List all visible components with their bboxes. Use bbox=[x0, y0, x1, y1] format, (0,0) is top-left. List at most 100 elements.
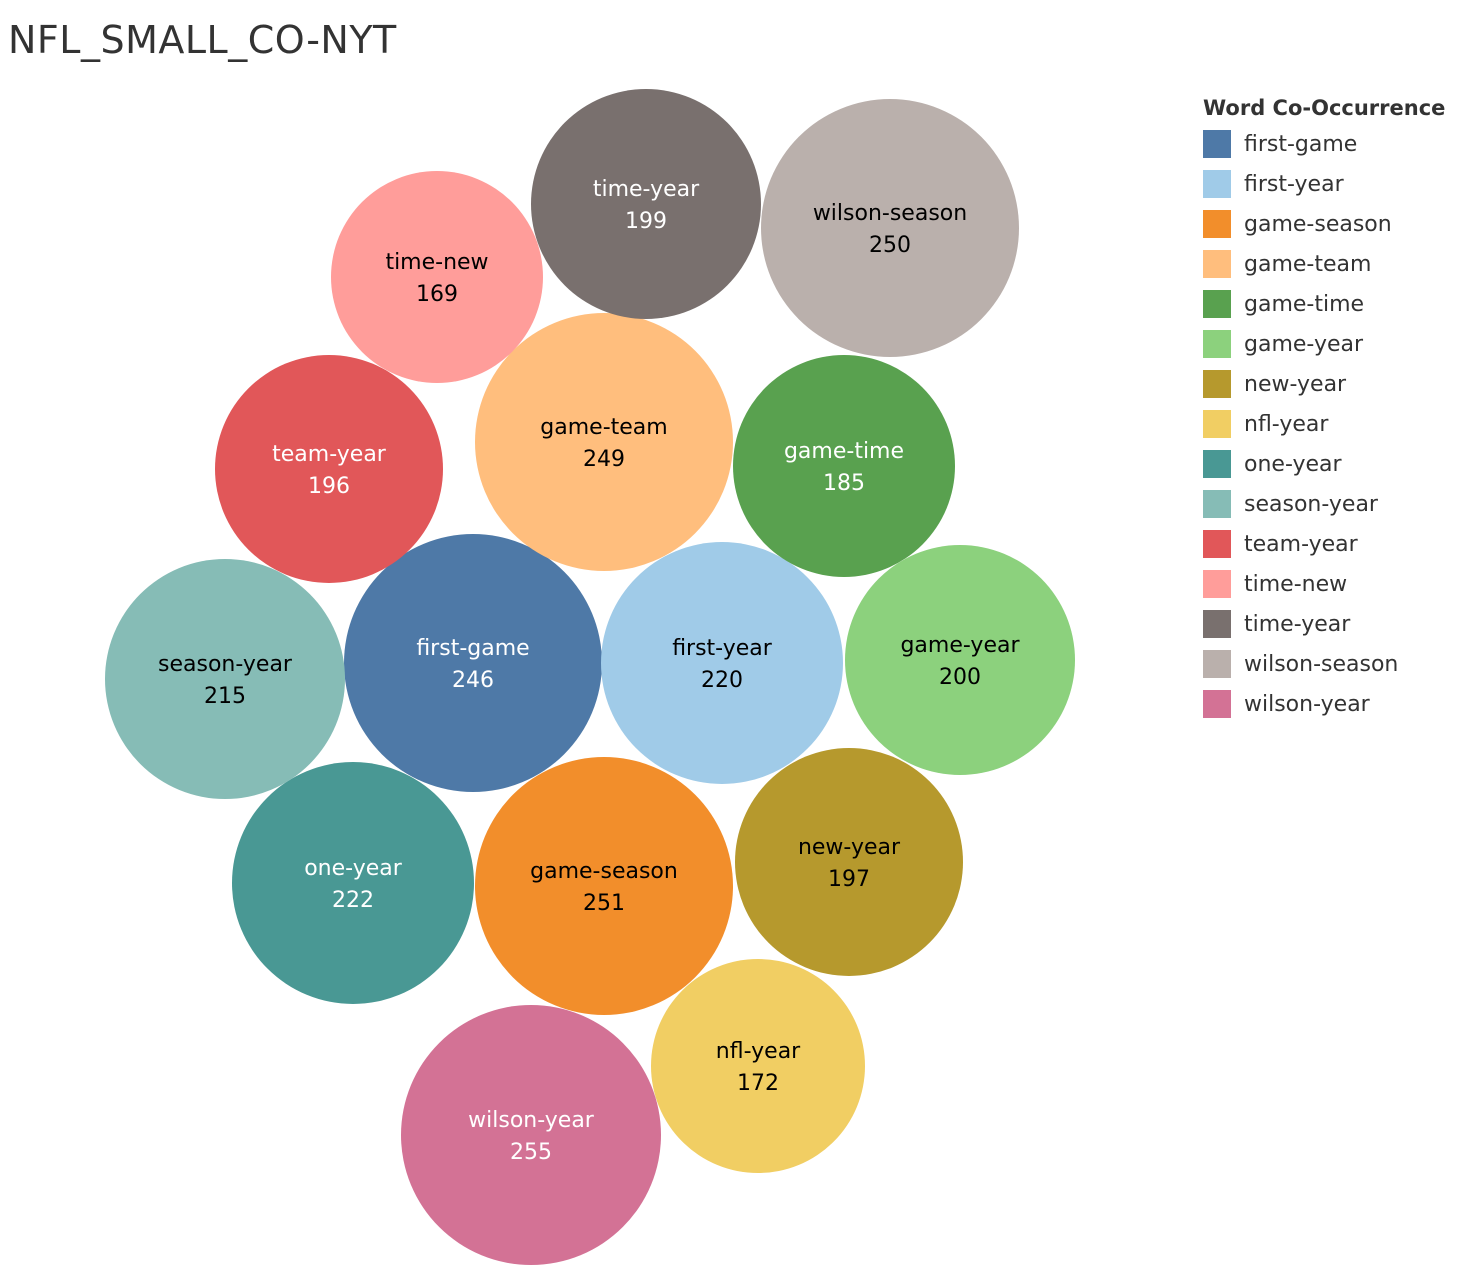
legend-item-first-year[interactable]: first-year bbox=[1203, 164, 1473, 204]
legend-label: team-year bbox=[1244, 531, 1358, 557]
bubble-name-label: wilson-season bbox=[813, 201, 967, 226]
bubble-circle[interactable] bbox=[232, 762, 474, 1004]
bubble-value-label: 250 bbox=[869, 233, 911, 258]
bubble-name-label: team-year bbox=[272, 442, 387, 467]
bubble-first-year[interactable]: first-year 220 bbox=[601, 542, 843, 784]
bubble-circle[interactable] bbox=[475, 313, 733, 571]
bubble-circle[interactable] bbox=[215, 355, 443, 583]
legend-swatch bbox=[1203, 210, 1231, 238]
bubble-circle[interactable] bbox=[401, 1005, 661, 1265]
legend-label: game-team bbox=[1244, 251, 1372, 277]
legend-items: first-game first-year game-season game-team… bbox=[1203, 124, 1473, 724]
legend-swatch bbox=[1203, 330, 1231, 358]
legend-label: season-year bbox=[1244, 491, 1378, 517]
bubble-name-label: first-game bbox=[416, 636, 529, 661]
legend-swatch bbox=[1203, 370, 1231, 398]
bubble-circle[interactable] bbox=[601, 542, 843, 784]
legend-item-new-year[interactable]: new-year bbox=[1203, 364, 1473, 404]
bubble-game-year[interactable]: game-year 200 bbox=[845, 545, 1075, 775]
legend-swatch bbox=[1203, 410, 1231, 438]
bubble-value-label: 196 bbox=[308, 474, 350, 499]
bubble-name-label: time-new bbox=[385, 250, 488, 275]
bubble-circle[interactable] bbox=[105, 559, 345, 799]
bubble-name-label: game-year bbox=[900, 633, 1020, 658]
legend-label: time-new bbox=[1244, 571, 1348, 597]
bubble-first-game[interactable]: first-game 246 bbox=[344, 534, 602, 792]
legend-item-game-time[interactable]: game-time bbox=[1203, 284, 1473, 324]
bubble-value-label: 222 bbox=[332, 888, 374, 913]
bubble-wilson-year[interactable]: wilson-year 255 bbox=[401, 1005, 661, 1265]
legend-item-time-year[interactable]: time-year bbox=[1203, 604, 1473, 644]
bubble-circle[interactable] bbox=[531, 89, 761, 319]
bubble-name-label: new-year bbox=[798, 835, 901, 860]
bubble-new-year[interactable]: new-year 197 bbox=[735, 748, 963, 976]
legend-label: one-year bbox=[1244, 451, 1342, 477]
bubble-circle[interactable] bbox=[735, 748, 963, 976]
legend-item-game-season[interactable]: game-season bbox=[1203, 204, 1473, 244]
legend-swatch bbox=[1203, 170, 1231, 198]
legend-item-team-year[interactable]: team-year bbox=[1203, 524, 1473, 564]
legend-label: first-year bbox=[1244, 171, 1344, 197]
legend-label: game-time bbox=[1244, 291, 1365, 317]
bubble-value-label: 249 bbox=[583, 447, 625, 472]
bubble-circle[interactable] bbox=[733, 355, 955, 577]
bubble-value-label: 246 bbox=[452, 668, 494, 693]
bubble-chart: first-game 246 first-year 220 game-season 251… bbox=[105, 89, 1075, 1265]
legend-item-one-year[interactable]: one-year bbox=[1203, 444, 1473, 484]
legend-swatch bbox=[1203, 610, 1231, 638]
bubble-name-label: first-year bbox=[672, 636, 773, 661]
bubble-name-label: game-season bbox=[530, 859, 678, 884]
bubble-time-new[interactable]: time-new 169 bbox=[331, 171, 543, 383]
legend-item-wilson-season[interactable]: wilson-season bbox=[1203, 644, 1473, 684]
legend-swatch bbox=[1203, 650, 1231, 678]
legend-item-game-team[interactable]: game-team bbox=[1203, 244, 1473, 284]
bubble-circle[interactable] bbox=[344, 534, 602, 792]
bubble-time-year[interactable]: time-year 199 bbox=[531, 89, 761, 319]
legend-label: game-season bbox=[1244, 211, 1392, 237]
bubble-one-year[interactable]: one-year 222 bbox=[232, 762, 474, 1004]
bubble-game-time[interactable]: game-time 185 bbox=[733, 355, 955, 577]
bubble-team-year[interactable]: team-year 196 bbox=[215, 355, 443, 583]
bubble-circle[interactable] bbox=[761, 99, 1019, 357]
bubble-circle[interactable] bbox=[331, 171, 543, 383]
bubble-value-label: 199 bbox=[625, 209, 667, 234]
legend-label: wilson-season bbox=[1244, 651, 1399, 677]
legend-swatch bbox=[1203, 570, 1231, 598]
legend-swatch bbox=[1203, 250, 1231, 278]
legend-swatch bbox=[1203, 490, 1231, 518]
bubble-value-label: 197 bbox=[828, 867, 870, 892]
bubble-name-label: season-year bbox=[158, 652, 293, 677]
bubble-name-label: time-year bbox=[593, 177, 700, 202]
bubble-nfl-year[interactable]: nfl-year 172 bbox=[651, 959, 865, 1173]
bubble-value-label: 215 bbox=[204, 684, 246, 709]
bubble-circle[interactable] bbox=[845, 545, 1075, 775]
bubble-season-year[interactable]: season-year 215 bbox=[105, 559, 345, 799]
legend-swatch bbox=[1203, 690, 1231, 718]
bubble-value-label: 169 bbox=[416, 282, 458, 307]
bubble-circle[interactable] bbox=[651, 959, 865, 1173]
legend-item-wilson-year[interactable]: wilson-year bbox=[1203, 684, 1473, 724]
legend-item-game-year[interactable]: game-year bbox=[1203, 324, 1473, 364]
legend-item-time-new[interactable]: time-new bbox=[1203, 564, 1473, 604]
bubble-wilson-season[interactable]: wilson-season 250 bbox=[761, 99, 1019, 357]
chart-title: NFL_SMALL_CO-NYT bbox=[8, 18, 397, 62]
bubble-value-label: 172 bbox=[737, 1071, 779, 1096]
bubble-game-season[interactable]: game-season 251 bbox=[475, 757, 733, 1015]
bubble-value-label: 185 bbox=[823, 471, 865, 496]
legend-item-season-year[interactable]: season-year bbox=[1203, 484, 1473, 524]
bubble-value-label: 255 bbox=[510, 1140, 552, 1165]
legend-swatch bbox=[1203, 290, 1231, 318]
bubble-name-label: game-team bbox=[540, 415, 667, 440]
bubble-name-label: wilson-year bbox=[468, 1108, 595, 1133]
legend-label: new-year bbox=[1244, 371, 1347, 397]
legend-item-first-game[interactable]: first-game bbox=[1203, 124, 1473, 164]
bubble-game-team[interactable]: game-team 249 bbox=[475, 313, 733, 571]
legend-item-nfl-year[interactable]: nfl-year bbox=[1203, 404, 1473, 444]
bubble-name-label: one-year bbox=[304, 856, 403, 881]
bubble-value-label: 251 bbox=[583, 891, 625, 916]
legend-swatch bbox=[1203, 450, 1231, 478]
legend-label: wilson-year bbox=[1244, 691, 1370, 717]
legend-label: game-year bbox=[1244, 331, 1364, 357]
bubble-circle[interactable] bbox=[475, 757, 733, 1015]
bubble-value-label: 220 bbox=[701, 668, 743, 693]
